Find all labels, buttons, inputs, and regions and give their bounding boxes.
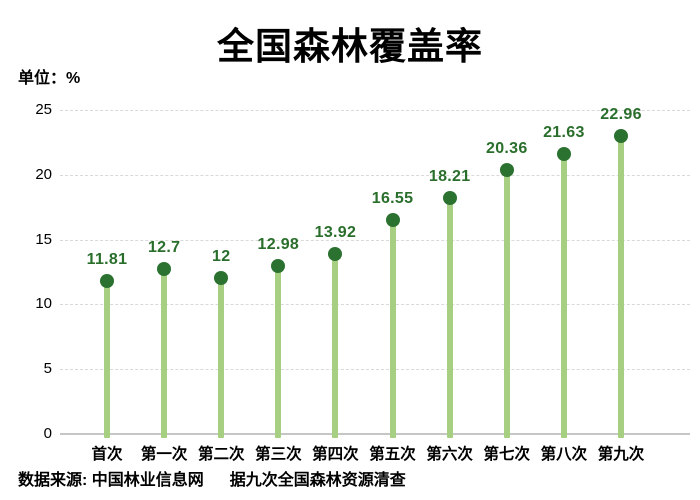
x-axis-label-第二次: 第二次 [197,446,245,463]
source-suffix: 据九次全国森林资源清查 [229,472,406,489]
y-axis-tick-label-20: 20 [35,165,52,183]
gridline-y-15 [60,239,690,241]
x-axis-label-第七次: 第七次 [483,446,531,463]
x-axis-line [60,433,690,435]
lollipop-stem-第七次 [503,170,510,438]
lollipop-dot-第七次 [499,163,514,178]
y-axis-tick-label-15: 15 [35,230,52,248]
lollipop-stem-第二次 [218,278,225,438]
x-axis-label-第八次: 第八次 [540,446,588,463]
value-label-第九次: 22.96 [600,106,642,124]
gridline-y-5 [60,369,690,371]
source-prefix: 数据来源: 中国林业信息网 [18,472,204,489]
lollipop-stem-第三次 [275,265,282,438]
lollipop-stem-第五次 [389,219,396,438]
x-axis-label-第九次: 第九次 [597,446,645,463]
value-label-第六次: 18.21 [428,167,471,185]
gridline-y-10 [60,304,690,306]
x-axis-label-首次: 首次 [91,446,123,463]
x-axis-label-第三次: 第三次 [255,446,302,463]
lollipop-stem-第四次 [332,253,339,438]
x-axis-label-第四次: 第四次 [312,446,359,463]
value-label-第三次: 12.98 [257,235,300,253]
x-axis-label-第五次: 第五次 [369,446,416,463]
lollipop-dot-第九次 [614,129,628,144]
lollipop-stem-第八次 [560,153,567,438]
value-label-第二次: 12 [212,248,231,266]
y-axis-tick-label-10: 10 [35,295,52,313]
page-title: 全国森林覆盖率 [217,26,483,67]
lollipop-dot-首次 [100,273,114,288]
gridline-y-25 [60,110,690,111]
lollipop-stem-第六次 [446,197,453,438]
y-axis-unit-label: 单位：% [18,70,81,87]
value-label-第四次: 13.92 [314,223,357,241]
value-label-第七次: 20.36 [485,140,528,158]
lollipop-dot-第三次 [271,258,286,273]
x-axis-label-第六次: 第六次 [426,446,473,463]
lollipop-stem-首次 [104,280,110,438]
lollipop-dot-第一次 [157,262,172,277]
plot-area: 0 5 10 15 20 25 11.81 首次 12.7 第一次 12 第二次 12.98 第三次 13.… [35,101,690,463]
lollipop-dot-第六次 [442,190,457,205]
value-label-第八次: 21.63 [543,123,585,141]
lollipop-dot-第四次 [328,246,343,261]
lollipop-dot-第二次 [214,271,229,286]
value-label-首次: 11.81 [86,250,128,268]
value-label-第五次: 16.55 [371,189,414,207]
lollipop-dot-第五次 [385,212,400,227]
gridline-y-20 [60,174,690,176]
x-axis-label-第一次: 第一次 [140,446,188,463]
y-axis-tick-label-25: 25 [35,101,52,118]
lollipop-stem-第九次 [618,136,624,438]
lollipop-stem-第一次 [161,269,168,438]
lollipop-dot-第八次 [556,146,571,161]
y-axis-tick-label-0: 0 [43,425,52,442]
y-axis-tick-label-5: 5 [43,360,52,378]
source-note: 数据来源: 中国林业信息网 据九次全国森林资源清查 [18,466,406,490]
value-label-第一次: 12.7 [147,239,181,257]
